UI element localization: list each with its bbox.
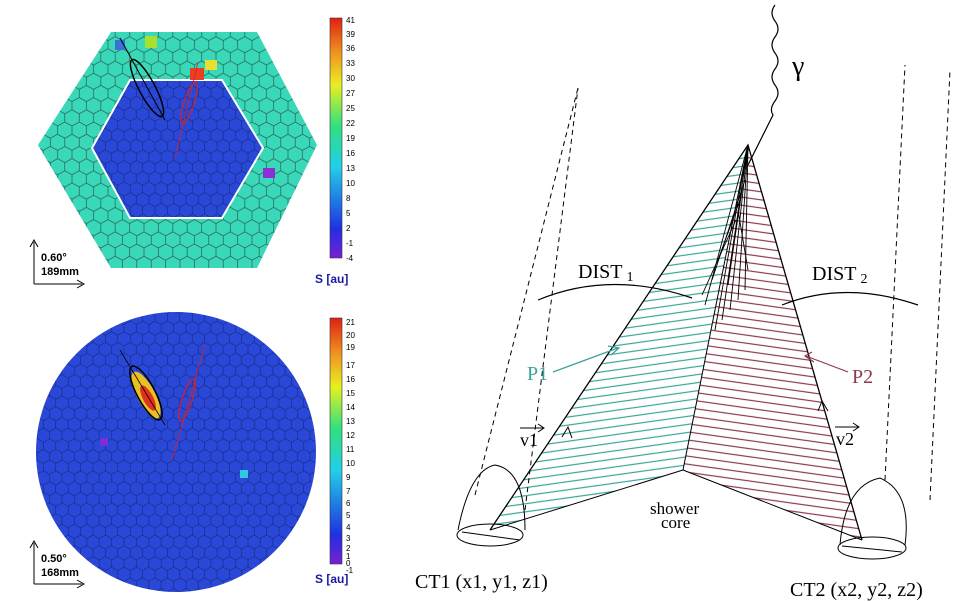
v1-label: v1 (520, 430, 538, 450)
cbar-bottom-tick-1: 20 (346, 331, 355, 340)
ct2-dish (837, 477, 907, 560)
dist1-arc (537, 283, 693, 301)
cbar-top-tick-14: 2 (346, 224, 351, 233)
v1-direction-arrow (561, 425, 573, 439)
scale-indicator-top: 0.60° 189mm (29, 238, 86, 289)
bottom-camera-panel: 21 20 19 17 16 15 14 13 12 11 10 9 7 6 5… (29, 312, 355, 592)
scale-length-top: 189mm (41, 266, 79, 278)
gamma-ray-path (747, 4, 779, 166)
ground-line-1 (489, 469, 684, 531)
shower-core-line (682, 144, 749, 471)
cbar-bottom-tick-14: 5 (346, 511, 351, 520)
cbar-bottom-tick-4: 16 (346, 375, 355, 384)
cbar-bottom-tick-7: 13 (346, 417, 355, 426)
cbar-top-tick-10: 13 (346, 164, 355, 173)
cbar-top-tick-7: 22 (346, 119, 355, 128)
bottom-camera-image (36, 312, 316, 592)
red-hillas-ellipse-bottom (178, 378, 196, 422)
cbar-top-tick-15: -1 (346, 239, 354, 248)
cbar-top-tick-11: 10 (346, 179, 355, 188)
scale-length-bottom: 168mm (41, 567, 79, 579)
black-axis-bottom (119, 349, 166, 426)
ct1-label: CT1 (x1, y1, z1) (415, 571, 548, 593)
cbar-top-tick-2: 36 (346, 44, 355, 53)
v2-direction-arrow (817, 399, 829, 412)
cbar-bottom-tick-6: 14 (346, 403, 355, 412)
p1-arrowhead (607, 345, 621, 356)
scale-indicator-bottom: 0.50° 168mm (29, 539, 86, 589)
cbar-bottom-tick-8: 12 (346, 431, 355, 440)
cbar-bottom-tick-11: 9 (346, 473, 351, 482)
red-hillas-ellipse-top (180, 81, 198, 125)
red-axis-top (174, 61, 199, 159)
cbar-top-tick-6: 25 (346, 104, 355, 113)
cbar-top-tick-5: 27 (346, 89, 355, 98)
cbar-bottom-tick-0: 21 (346, 318, 355, 327)
p2-label: P2 (852, 366, 873, 388)
colorbar-ticks-top: 41 39 36 33 30 27 25 22 19 16 13 10 8 5 … (346, 16, 355, 263)
shower-core-label-2: core (661, 513, 690, 532)
cbar-top-tick-1: 39 (346, 30, 355, 39)
cbar-bottom-tick-5: 15 (346, 389, 355, 398)
cbar-top-tick-8: 19 (346, 134, 355, 143)
colorbar-bottom (329, 317, 343, 565)
v2-vector-head (852, 422, 860, 432)
unit-label-bottom: S [au] (315, 572, 348, 586)
cbar-bottom-tick-3: 17 (346, 361, 355, 370)
black-hillas-ellipse-bottom (129, 365, 163, 421)
plane-p2 (683, 145, 862, 540)
dist2-label: DIST 2 (812, 263, 867, 287)
ct2-label: CT2 (x2, y2, z2) (790, 579, 923, 601)
cbar-bottom-tick-16: 3 (346, 534, 351, 543)
black-axis-top (119, 37, 166, 121)
top-camera-image (38, 32, 317, 268)
p2-arrowhead (803, 351, 815, 363)
cbar-bottom-tick-18: 1 (346, 552, 351, 561)
p1-arrow (552, 347, 619, 373)
cbar-top-tick-9: 16 (346, 149, 355, 158)
cbar-bottom-tick-2: 19 (346, 343, 355, 352)
cbar-bottom-tick-10: 10 (346, 459, 355, 468)
shower-core-label-1: shower (650, 499, 699, 518)
top-camera-panel: 41 39 36 33 30 27 25 22 19 16 13 10 8 5 … (29, 16, 355, 289)
cbar-bottom-tick-13: 6 (346, 499, 351, 508)
cbar-bottom-tick-20: -1 (346, 566, 354, 575)
cbar-top-tick-0: 41 (346, 16, 355, 25)
colorbar-top (329, 17, 343, 259)
cbar-top-tick-12: 8 (346, 194, 351, 203)
cbar-top-tick-16: -4 (346, 254, 354, 263)
ct1-dish (456, 464, 526, 547)
ground-line-2 (682, 469, 863, 541)
fov-lines (474, 64, 951, 511)
cbar-bottom-tick-9: 11 (346, 445, 355, 454)
colorbar-ticks-bottom: 21 20 19 17 16 15 14 13 12 11 10 9 7 6 5… (346, 318, 355, 575)
unit-label-top: S [au] (315, 272, 348, 286)
cbar-top-tick-13: 5 (346, 209, 351, 218)
cbar-bottom-tick-19: 0 (346, 559, 351, 568)
cbar-bottom-tick-17: 2 (346, 544, 351, 553)
v1-vector-head (537, 423, 545, 433)
scale-angle-top: 0.60° (41, 252, 67, 264)
scale-angle-bottom: 0.50° (41, 553, 67, 565)
stereo-diagram: γ (415, 4, 951, 601)
p2-arrow (805, 355, 849, 373)
cbar-top-tick-4: 30 (346, 74, 355, 83)
dist1-label: DIST 1 (578, 261, 633, 285)
v2-label: v2 (836, 429, 854, 449)
cbar-bottom-tick-15: 4 (346, 523, 351, 532)
gamma-label: γ (791, 51, 804, 82)
p1-label: P1 (527, 363, 548, 385)
dist2-arc (781, 291, 919, 306)
cbar-bottom-tick-12: 7 (346, 487, 351, 496)
shower-particles (701, 144, 749, 331)
red-axis-bottom (171, 344, 206, 461)
cbar-top-tick-3: 33 (346, 59, 355, 68)
